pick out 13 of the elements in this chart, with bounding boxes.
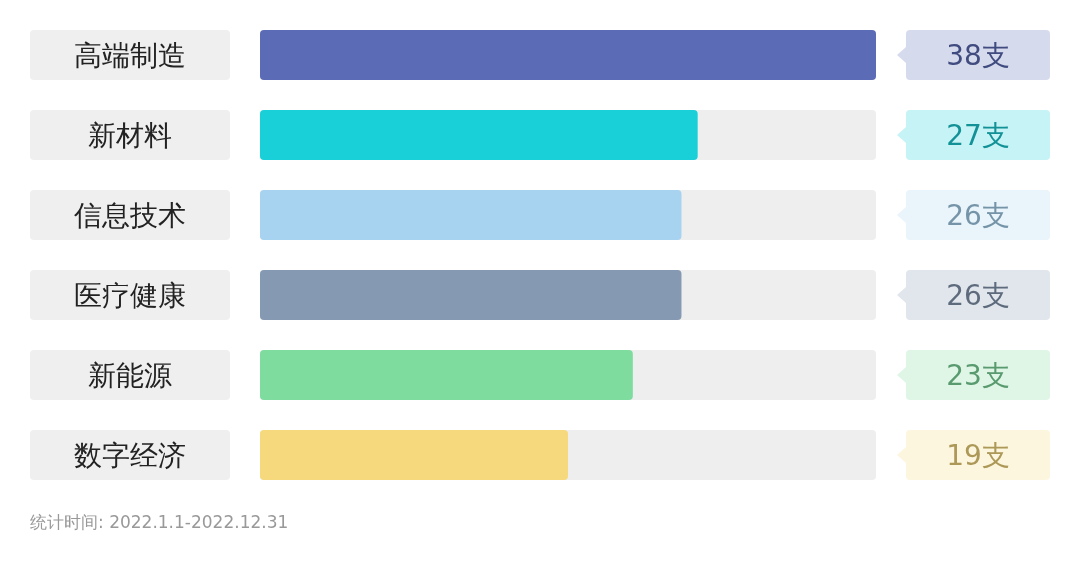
y-tick-label: 高端制造 [74,39,186,72]
data-label: 26支 [946,279,1010,312]
data-label: 27支 [946,119,1010,152]
y-tick-label: 数字经济 [74,439,186,472]
data-label: 19支 [946,439,1010,472]
data-label: 23支 [946,359,1010,392]
data-label: 38支 [946,39,1010,72]
y-tick-label: 信息技术 [74,199,186,232]
text: 统计时间: 2022.1.1-2022.12.31 [30,512,289,532]
y-tick-label: 医疗健康 [74,279,186,312]
data-label: 26支 [946,199,1010,232]
y-tick-label: 新材料 [88,119,172,152]
y-tick-label: 新能源 [88,359,172,392]
